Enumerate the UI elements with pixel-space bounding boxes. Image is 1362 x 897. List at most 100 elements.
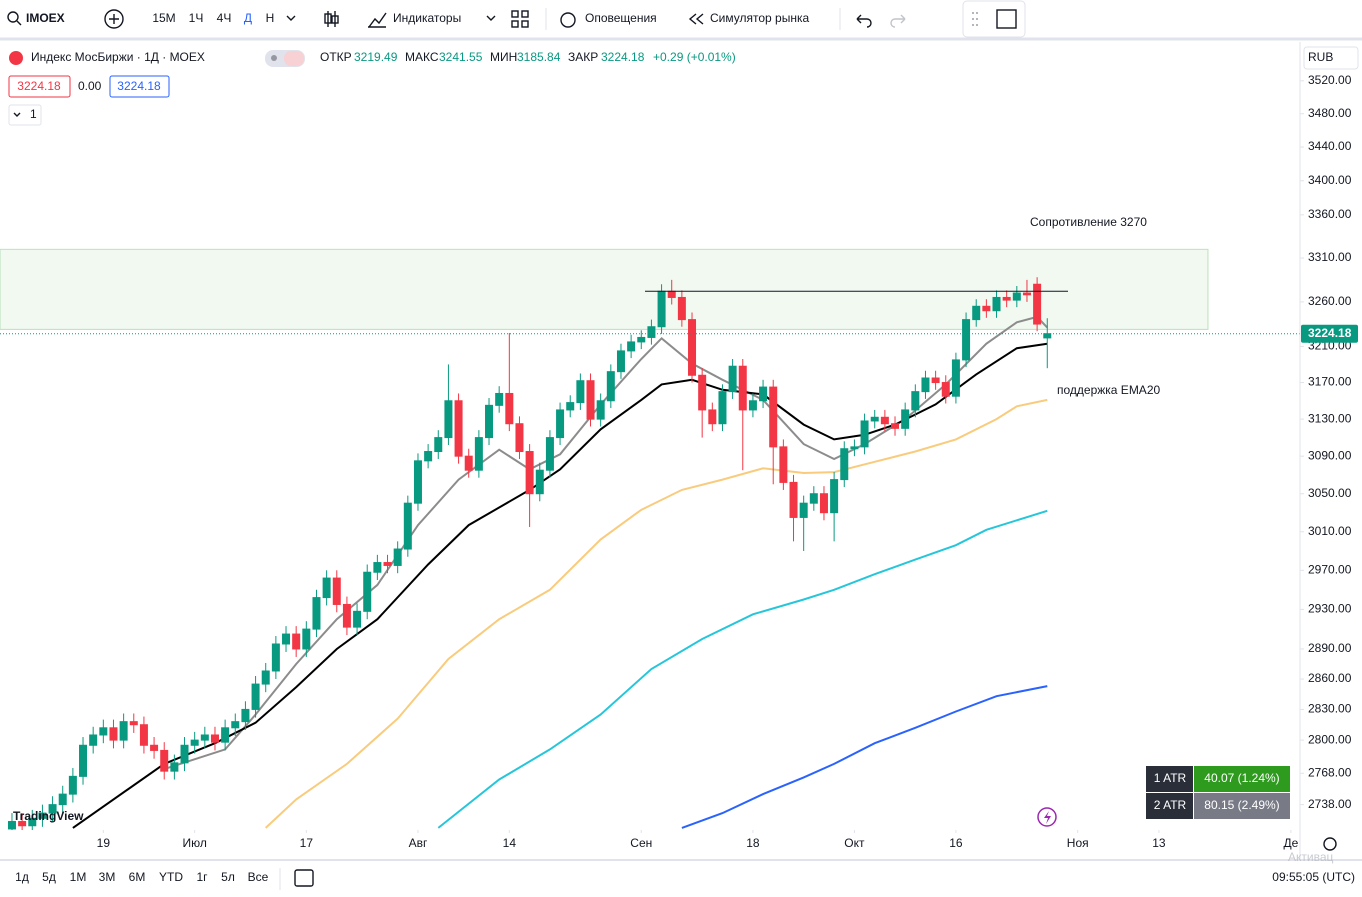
candle-body (931, 377, 940, 384)
candle-body (576, 380, 585, 404)
currency-box[interactable] (1303, 46, 1359, 70)
candle-body (79, 744, 88, 777)
low-label: МИН (490, 50, 517, 64)
candle-body (688, 319, 697, 376)
search-icon[interactable] (7, 11, 19, 23)
candle-body (891, 423, 900, 429)
y-tick-label: 2860.00 (1308, 671, 1352, 685)
candle-body (860, 420, 869, 448)
interval[interactable]: 4Ч (217, 11, 232, 25)
layout-icon (521, 10, 529, 18)
event-icon[interactable] (1037, 807, 1057, 827)
sell-box[interactable] (8, 75, 71, 98)
indicators-toggle[interactable] (8, 104, 42, 126)
y-tick-label: 2800.00 (1308, 732, 1352, 746)
indicators-menu[interactable] (486, 15, 496, 21)
replay-icon[interactable] (688, 13, 704, 25)
candle-body (708, 409, 717, 425)
clock[interactable]: 09:55:05 (UTC) (1272, 870, 1355, 884)
bottom-bar: TradingView 09:55:05 (UTC) Активац 1д 5д 1… (0, 807, 1362, 890)
watermark: Активац (1288, 850, 1334, 864)
x-tick-label: 14 (503, 836, 517, 850)
close-label: ЗАКР (568, 50, 598, 64)
interval-menu[interactable] (286, 15, 296, 21)
candle-body (302, 628, 311, 650)
candle-body (190, 739, 199, 746)
chart-type (324, 13, 332, 24)
alert-icon[interactable] (560, 12, 576, 28)
candle-body (129, 721, 138, 726)
candle-body (830, 479, 839, 514)
range-button[interactable]: YTD (159, 870, 183, 884)
candle-body (68, 775, 77, 795)
x-tick-label: 17 (300, 836, 314, 850)
candle-body (1043, 333, 1052, 339)
high-value: 3241.55 (439, 50, 483, 64)
redo[interactable] (890, 14, 906, 28)
range-button[interactable]: Все (248, 870, 269, 884)
alerts[interactable]: Оповещения (585, 11, 657, 25)
ema-line (437, 509, 1048, 829)
range-button[interactable]: 1д (15, 870, 29, 884)
range-button[interactable]: 3М (99, 870, 116, 884)
candle-body (972, 305, 981, 321)
candle-body (992, 296, 1001, 312)
candle-body (413, 460, 422, 504)
candle-body (495, 392, 504, 406)
interval[interactable]: 15M (152, 11, 175, 25)
range-button[interactable]: 5д (42, 870, 56, 884)
candle-body (282, 633, 291, 645)
range-button[interactable]: 5л (221, 870, 235, 884)
interval[interactable]: Д (244, 11, 252, 25)
layout-icon[interactable] (511, 10, 519, 18)
change: +0.29 (+0.01%) (653, 50, 736, 64)
candle-body (738, 365, 747, 411)
currency: RUB (1308, 50, 1333, 64)
candle-body (38, 812, 47, 819)
candle-body (139, 724, 148, 746)
chart-type (331, 15, 339, 24)
candle-body (728, 365, 737, 393)
candle-body (48, 804, 57, 814)
toggle (271, 55, 277, 61)
symbol-logo (9, 51, 23, 65)
interval[interactable]: Н (266, 11, 275, 25)
y-tick-label: 2930.00 (1308, 602, 1352, 616)
atr-value-cell (1194, 793, 1290, 819)
candle-body (769, 386, 778, 448)
candle-body (941, 382, 950, 397)
indicators[interactable]: Индикаторы (393, 11, 461, 25)
candle-body (1002, 296, 1011, 301)
candle-body (210, 734, 219, 743)
candle-body (150, 744, 159, 751)
range-button[interactable]: 1М (70, 870, 87, 884)
atr-label: 2 ATR (1154, 798, 1187, 812)
candle-body (515, 423, 524, 453)
buy-box[interactable] (109, 75, 170, 98)
candle-body (403, 502, 412, 550)
calendar-icon[interactable] (294, 869, 314, 887)
x-tick-label: Ноя (1067, 836, 1089, 850)
range-button[interactable]: 1г (196, 870, 208, 884)
drag-handle[interactable] (972, 12, 978, 26)
x-tick-label: 16 (949, 836, 963, 850)
logo: TradingView (13, 809, 84, 823)
candle-body (545, 437, 554, 471)
rectangle-tool[interactable] (996, 9, 1017, 29)
interval[interactable]: 1Ч (189, 11, 204, 25)
add-symbol[interactable] (104, 9, 124, 29)
x-tick-label: 19 (97, 836, 111, 850)
candle-body (566, 402, 575, 411)
undo[interactable] (856, 14, 872, 28)
candle-body (241, 708, 250, 723)
candle-body (383, 562, 392, 566)
replay[interactable]: Симулятор рынка (710, 11, 809, 25)
candle-body (789, 481, 798, 518)
layout-icon (521, 20, 529, 28)
symbol[interactable]: IMOEX (26, 11, 65, 25)
indicators-icon[interactable] (368, 12, 387, 28)
range-button[interactable]: 6М (129, 870, 146, 884)
settings-icon[interactable] (1323, 837, 1337, 851)
candle-body (119, 721, 128, 741)
x-tick-label: Июл (182, 836, 206, 850)
